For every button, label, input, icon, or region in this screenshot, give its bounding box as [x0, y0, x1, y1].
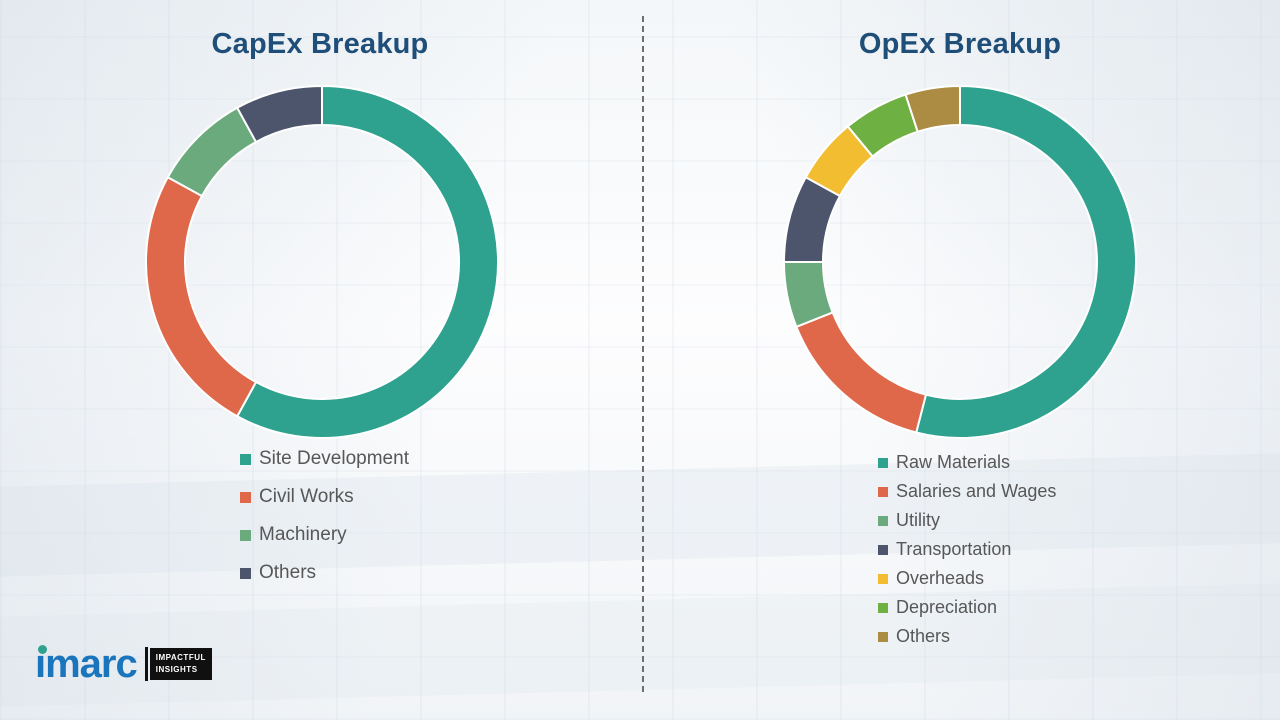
legend-item-depreciation: Depreciation [878, 597, 1056, 618]
legend-item-others: Others [240, 562, 409, 584]
legend-swatch [878, 515, 888, 526]
legend-swatch [878, 544, 888, 555]
legend-label: Raw Materials [896, 452, 1011, 472]
legend-swatch [878, 486, 888, 497]
legend-swatch [878, 457, 888, 468]
legend-label: Machinery [259, 524, 347, 545]
donut-segment-machinery [166, 106, 258, 198]
donut-segment-site-development [235, 84, 499, 439]
legend-item-utility: Utility [878, 510, 1056, 531]
tagline-line-2: INSIGHTS [155, 665, 198, 674]
legend-swatch [240, 491, 251, 503]
legend-swatch [878, 602, 888, 613]
legend-label: Site Development [259, 448, 409, 469]
legend-item-others: Others [878, 626, 1056, 647]
legend-item-raw-materials: Raw Materials [878, 452, 1056, 473]
opex-panel: OpEx Breakup Raw Materials Salaries and W… [640, 0, 1280, 720]
legend-item-salaries-and-wages: Salaries and Wages [878, 481, 1056, 502]
legend-label: Salaries and Wages [896, 481, 1057, 501]
legend-item-site-development: Site Development [240, 448, 409, 470]
legend-label: Others [896, 626, 951, 646]
imarc-wordmark: ımarc [35, 642, 138, 686]
capex-panel: CapEx Breakup Site Development Civil Work… [145, 28, 499, 600]
imarc-logo: ımarc IMPACTFUL INSIGHTS [35, 644, 212, 684]
tagline-line-1: IMPACTFUL [155, 653, 206, 662]
legend-label: Transportation [896, 539, 1012, 559]
capex-donut-chart [145, 84, 499, 439]
legend-label: Others [259, 562, 317, 583]
legend-swatch [240, 453, 251, 465]
donut-segment-raw-materials [915, 84, 1137, 439]
donut-segment-salaries-and-wages [795, 311, 928, 434]
legend-swatch [878, 573, 888, 584]
legend-swatch [240, 529, 251, 541]
legend-label: Civil Works [259, 486, 354, 507]
legend-item-overheads: Overheads [878, 568, 1056, 589]
legend-label: Utility [896, 510, 940, 530]
opex-legend: Raw Materials Salaries and Wages Utility Tr… [878, 452, 1056, 655]
imarc-wordmark-text: ımarc [35, 642, 138, 686]
donut-segment-others [235, 84, 323, 144]
legend-label: Overheads [896, 568, 985, 588]
capex-legend: Site Development Civil Works Machinery Othe… [240, 448, 409, 600]
imarc-tagline: IMPACTFUL INSIGHTS [149, 648, 212, 680]
legend-item-civil-works: Civil Works [240, 486, 409, 508]
capex-title: CapEx Breakup [211, 28, 429, 60]
center-divider [642, 16, 644, 692]
imarc-i-dot [38, 645, 47, 654]
legend-item-machinery: Machinery [240, 524, 409, 546]
donut-segment-others [904, 84, 961, 133]
logo-separator-bar [144, 647, 148, 681]
legend-swatch [240, 567, 251, 579]
opex-title: OpEx Breakup [858, 28, 1062, 60]
legend-label: Depreciation [896, 597, 998, 617]
donut-segment-civil-works [145, 175, 258, 418]
legend-swatch [878, 631, 888, 642]
legend-item-transportation: Transportation [878, 539, 1056, 560]
opex-donut-chart [782, 84, 1137, 439]
